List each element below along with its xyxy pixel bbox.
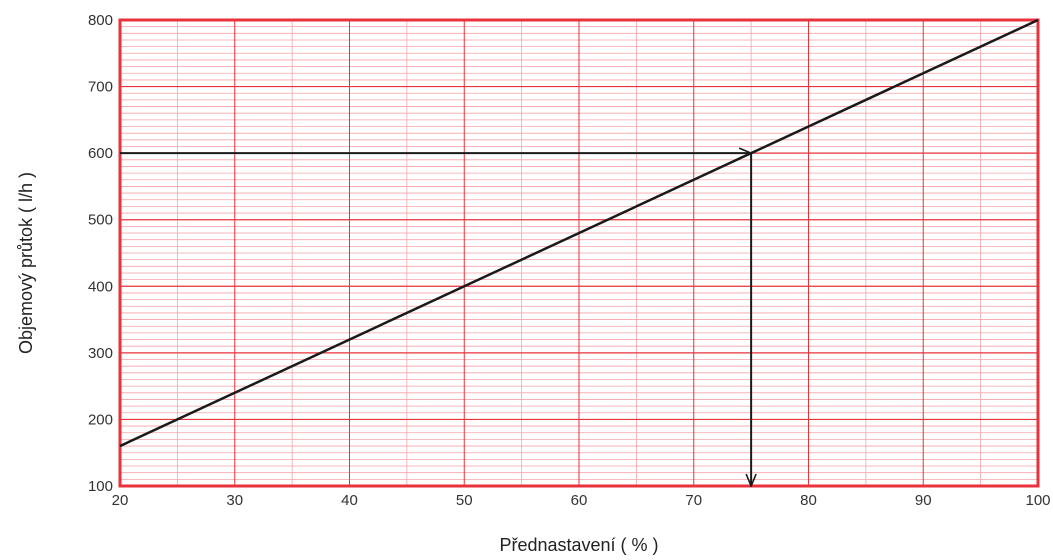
x-tick-label: 100	[1025, 492, 1050, 509]
series-layer	[119, 18, 1039, 448]
y-axis-label: Objemový průtok ( l/h )	[16, 172, 36, 354]
y-tick-label: 400	[88, 278, 113, 295]
plot-frame	[118, 18, 1040, 488]
y-tick-labels: 100 200 300 400 500 600 700 800	[88, 12, 113, 495]
y-tick-label: 500	[88, 212, 113, 229]
x-tick-label: 80	[800, 492, 817, 509]
y-tick-label: 600	[88, 145, 113, 162]
x-tick-label: 20	[112, 492, 129, 509]
x-tick-label: 70	[685, 492, 702, 509]
x-tick-label: 60	[571, 492, 588, 509]
series-line	[119, 18, 1039, 448]
grid-major	[120, 20, 1038, 486]
y-tick-label: 200	[88, 411, 113, 428]
x-tick-label: 40	[341, 492, 358, 509]
x-tick-label: 30	[226, 492, 243, 509]
x-tick-label: 90	[915, 492, 932, 509]
x-tick-labels: 20 30 40 50 60 70 80 90 100	[112, 492, 1051, 509]
x-tick-label: 50	[456, 492, 473, 509]
y-tick-label: 100	[88, 478, 113, 495]
x-axis-label: Přednastavení ( % )	[499, 535, 658, 555]
y-tick-label: 300	[88, 345, 113, 362]
annotation-layer	[120, 153, 751, 486]
y-tick-label: 700	[88, 79, 113, 96]
y-tick-label: 800	[88, 12, 113, 29]
